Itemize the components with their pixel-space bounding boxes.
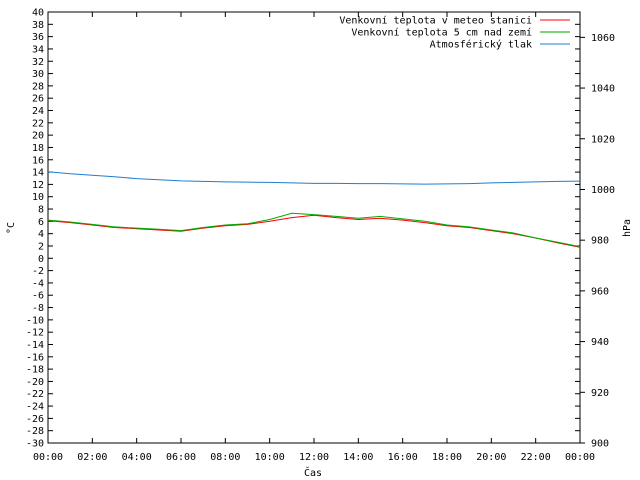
- y-tick-label: -20: [26, 377, 44, 388]
- y-tick-label: 24: [32, 106, 44, 117]
- y-tick-label: 20: [32, 131, 44, 142]
- chart-legend: Venkovní teplota v meteo staniciVenkovní…: [339, 15, 570, 51]
- y-tick-label: -18: [26, 365, 44, 376]
- x-tick-label: 02:00: [77, 452, 107, 463]
- x-tick-label: 08:00: [210, 452, 240, 463]
- y-tick-label: -14: [26, 340, 44, 351]
- y-tick-label: 30: [32, 69, 44, 80]
- y-tick-label: -24: [26, 402, 44, 413]
- y2-tick-label: 940: [591, 337, 609, 348]
- x-tick-label: 10:00: [255, 452, 285, 463]
- y-tick-label: 8: [38, 205, 44, 216]
- x-tick-label: 14:00: [343, 452, 373, 463]
- y-tick-label: 4: [38, 229, 44, 240]
- y-tick-label: 14: [32, 168, 44, 179]
- y-tick-label: -4: [32, 278, 44, 289]
- x-tick-label: 16:00: [388, 452, 418, 463]
- y-tick-label: 16: [32, 155, 44, 166]
- y-tick-label: -12: [26, 328, 44, 339]
- y-tick-label: 36: [32, 32, 44, 43]
- y2-tick-label: 1000: [591, 185, 615, 196]
- y2-tick-label: 900: [591, 439, 609, 450]
- x-tick-label: 00:00: [33, 452, 63, 463]
- y-tick-label: 34: [32, 44, 44, 55]
- y2-tick-label: 960: [591, 286, 609, 297]
- legend-label-3: Atmosférický tlak: [430, 39, 532, 51]
- y2-tick-label: 1040: [591, 84, 615, 95]
- legend-label-2: Venkovní teplota 5 cm nad zemí: [351, 27, 532, 39]
- y-tick-label: -16: [26, 352, 44, 363]
- y-tick-label: -22: [26, 389, 44, 400]
- legend-label-1: Venkovní teplota v meteo stanici: [339, 15, 532, 27]
- y-tick-label: 12: [32, 180, 44, 191]
- y-tick-label: -2: [32, 266, 44, 277]
- y-tick-label: 40: [32, 8, 44, 19]
- x-axis-label: Čas: [304, 466, 322, 479]
- x-tick-label: 18:00: [432, 452, 462, 463]
- y-tick-label: 0: [38, 254, 44, 265]
- y-tick-label: 38: [32, 20, 44, 31]
- x-tick-label: 06:00: [166, 452, 196, 463]
- chart-axes: -30-28-26-24-22-20-18-16-14-12-10-8-6-4-…: [26, 8, 615, 464]
- y-tick-label: 6: [38, 217, 44, 228]
- x-tick-label: 20:00: [476, 452, 506, 463]
- x-tick-label: 12:00: [299, 452, 329, 463]
- y-tick-label: 22: [32, 118, 44, 129]
- y-tick-label: -8: [32, 303, 44, 314]
- y-tick-label: 32: [32, 57, 44, 68]
- chart-series: [47, 171, 581, 248]
- y2-tick-label: 1020: [591, 134, 615, 145]
- series-line-2: [47, 212, 581, 248]
- x-tick-label: 22:00: [521, 452, 551, 463]
- y-tick-label: 2: [38, 241, 44, 252]
- y-tick-label: -30: [26, 439, 44, 450]
- y-tick-label: -26: [26, 414, 44, 425]
- y2-tick-label: 980: [591, 236, 609, 247]
- y-axis-label: °C: [6, 222, 17, 234]
- y2-tick-label: 920: [591, 388, 609, 399]
- y-tick-label: 18: [32, 143, 44, 154]
- y-tick-label: 26: [32, 94, 44, 105]
- y-tick-label: -10: [26, 315, 44, 326]
- y-tick-label: -6: [32, 291, 44, 302]
- y-tick-label: -28: [26, 426, 44, 437]
- y2-tick-label: 1060: [591, 33, 615, 44]
- y-tick-label: 28: [32, 81, 44, 92]
- series-line-3: [47, 171, 581, 185]
- y-tick-label: 10: [32, 192, 44, 203]
- y2-axis-label: hPa: [622, 219, 633, 237]
- series-line-1: [47, 214, 581, 248]
- x-tick-label: 04:00: [122, 452, 152, 463]
- x-tick-label: 00:00: [565, 452, 595, 463]
